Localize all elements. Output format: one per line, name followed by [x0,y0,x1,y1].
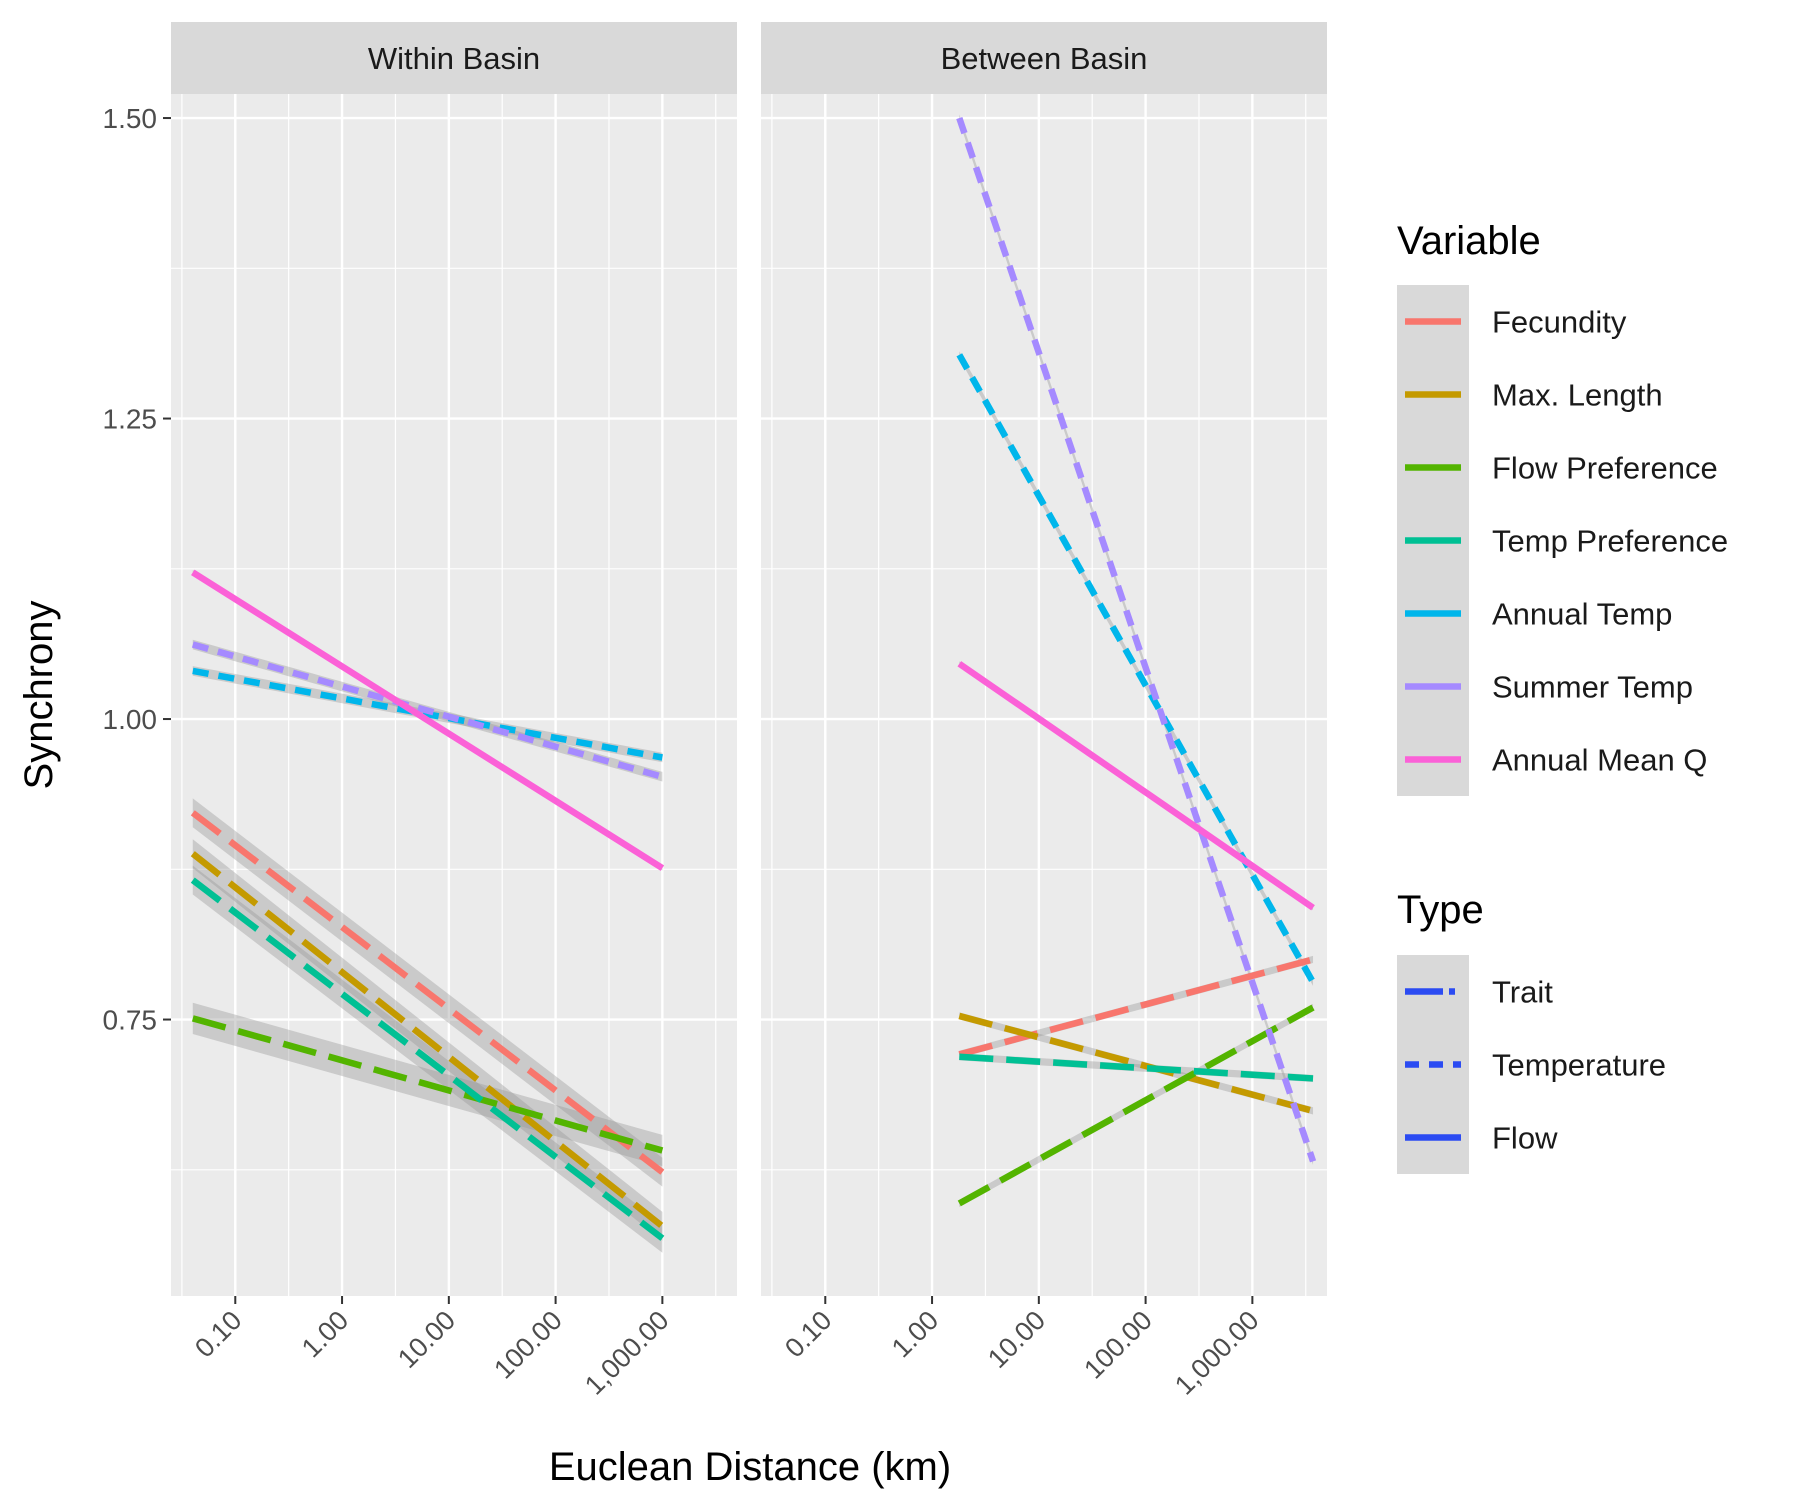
facet-title: Between Basin [941,41,1148,76]
facet-strip [761,22,1327,94]
ribbon-max-length [959,1012,1314,1115]
ribbon-annual-temp [959,351,1314,986]
x-tick-label: 1,000.00 [1169,1305,1265,1401]
facet-strip [171,22,737,94]
series-line-annual-temp [192,667,663,761]
legend-label-flow-preference: Flow Preference [1492,451,1718,486]
ribbon-fecundity [959,955,1314,1059]
y-axis-title: Synchrony [17,601,61,790]
series-line-annual-mean-q [957,661,1315,911]
panel-between-basin: Between Basin 0.10 1.00 10.00 100.00 1,000.00 [761,22,1327,1401]
series-line-fecundity [958,956,1314,1058]
y-tick-label: 1.25 [103,404,158,435]
series-line-flow-preference [191,1015,664,1154]
y-tick-label: 0.75 [103,1005,158,1036]
legend-label-temp-preference: Temp Preference [1492,524,1728,559]
series-line-fecundity [190,810,665,1175]
legend-label-annual-mean-q: Annual Mean Q [1492,743,1707,778]
legend-label-temperature: Temperature [1492,1048,1666,1083]
series-line-annual-mean-q [191,569,665,871]
series-line-temp-preference [959,1053,1314,1082]
legend-label-summer-temp: Summer Temp [1492,670,1693,705]
x-tick-label: 0.10 [779,1305,837,1363]
facet-title: Within Basin [368,41,540,76]
series-line-temp-preference [190,877,665,1241]
legend-label-fecundity: Fecundity [1492,305,1627,340]
x-axis-title: Euclean Distance (km) [549,1445,951,1489]
x-tick-label: 100.00 [1078,1305,1158,1385]
series-line-annual-temp [956,353,1316,984]
y-tick-label: 1.50 [103,103,158,134]
y-tick-label: 1.00 [103,704,158,735]
panel-background [171,94,737,1296]
legend-label-annual-temp: Annual Temp [1492,597,1672,632]
legend-title: Type [1397,888,1484,932]
legend-title: Variable [1397,219,1541,263]
x-tick-label: 10.00 [392,1305,461,1374]
series-line-flow-preference [957,1004,1315,1207]
x-tick-label: 1.00 [296,1305,354,1363]
x-tick-label: 1,000.00 [579,1305,675,1401]
legend-label-flow: Flow [1492,1121,1558,1156]
series-line-max-length [958,1012,1314,1115]
legend-label-max-length: Max. Length [1492,378,1663,413]
panel-within-basin: Within Basin 0.10 1.00 10.00 100.00 1,000.00 [171,22,737,1401]
x-tick-label: 100.00 [488,1305,568,1385]
legend-variable: Variable Fecundity Max. Length Flow Prefere… [1397,219,1728,796]
panel-background [761,94,1327,1296]
legend-type: Type Trait Temperature Flow [1397,888,1666,1174]
series-line-max-length [190,851,665,1229]
x-tick-label: 0.10 [189,1305,247,1363]
x-tick-label: 10.00 [982,1305,1051,1374]
series-line-summer-temp [956,116,1317,1163]
series-line-summer-temp [191,641,664,780]
legend-label-trait: Trait [1492,975,1553,1010]
x-tick-label: 1.00 [886,1305,944,1363]
